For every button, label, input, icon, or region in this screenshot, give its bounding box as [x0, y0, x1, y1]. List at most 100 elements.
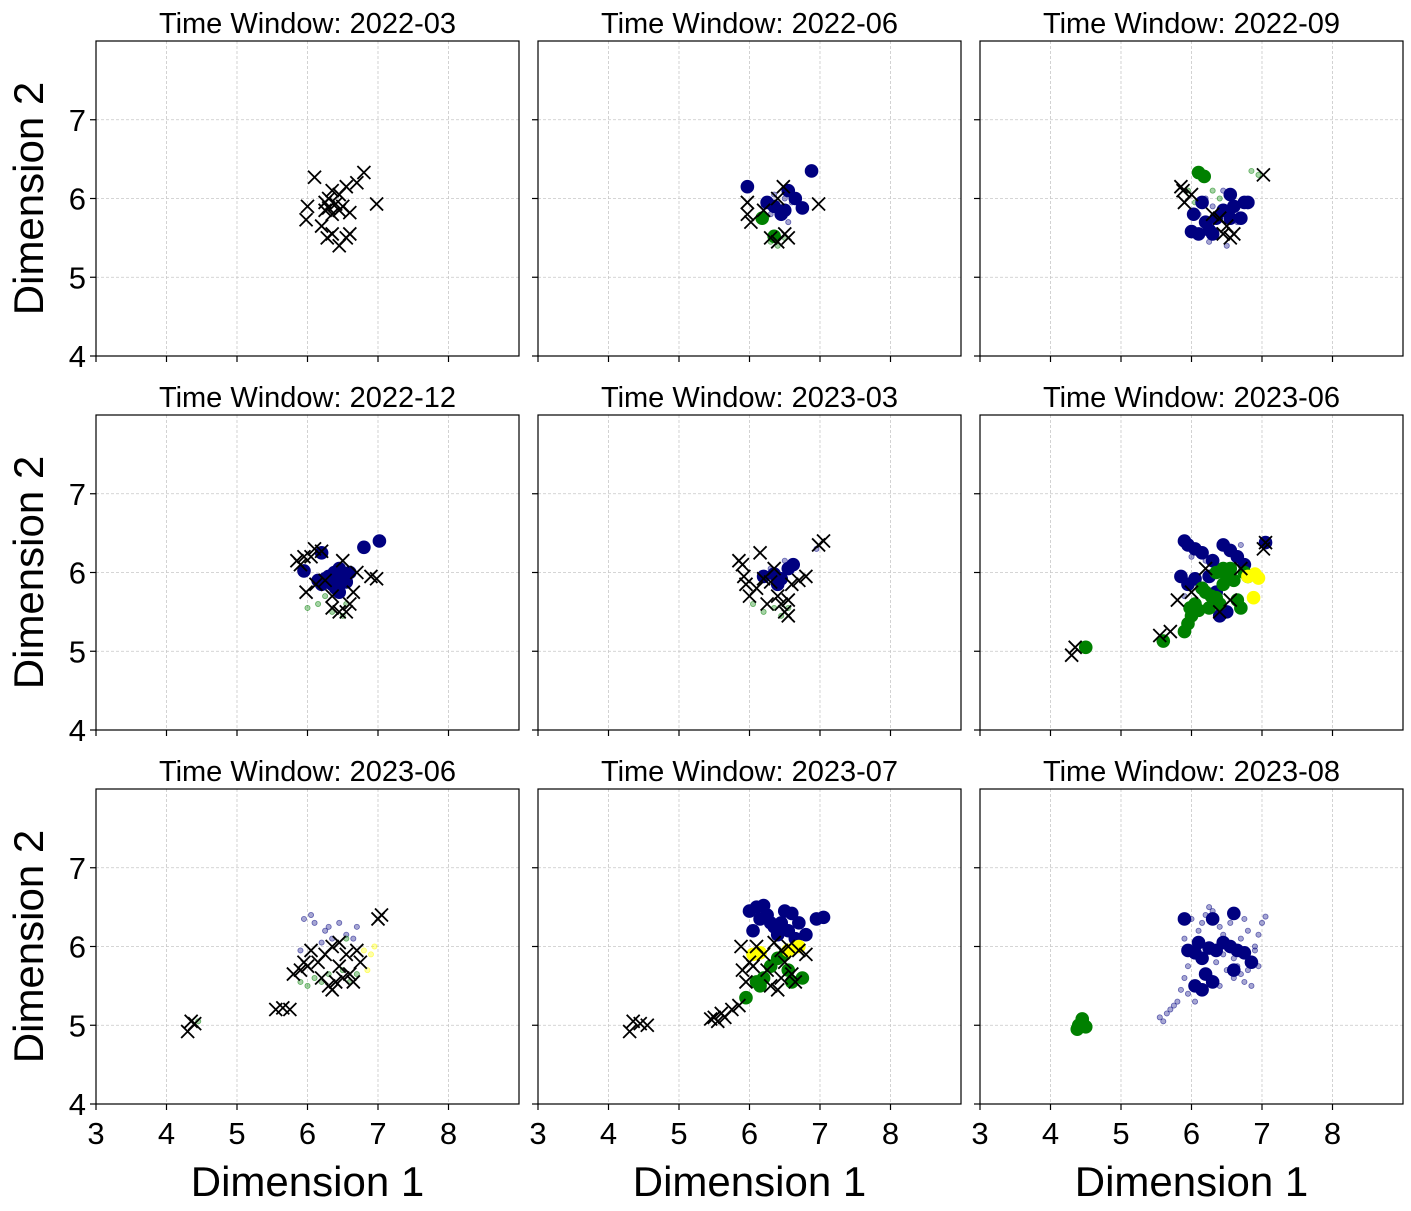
- data-point-small: [300, 915, 307, 922]
- data-point-small: [1244, 927, 1251, 934]
- data-point-large: [740, 179, 755, 194]
- data-point-cross: [325, 982, 340, 997]
- data-point-cross: [763, 978, 778, 994]
- data-point-cross: [298, 212, 314, 227]
- data-point-cross: [286, 966, 301, 982]
- data-point-cross: [325, 183, 340, 198]
- data-point-cross: [781, 592, 796, 608]
- data-point-cross: [1184, 585, 1199, 600]
- data-point-cross: [325, 600, 340, 616]
- data-point-large: [1195, 195, 1209, 210]
- data-point-small: [1241, 915, 1248, 922]
- x-axis-label: Dimension 1: [191, 1158, 424, 1205]
- data-point-large: [372, 534, 387, 548]
- data-point-cross: [300, 199, 315, 214]
- data-point-large: [786, 557, 801, 572]
- plot-area: [298, 165, 384, 253]
- data-point-small: [1177, 986, 1184, 993]
- data-point-small: [1181, 975, 1188, 982]
- data-point-cross: [1184, 187, 1199, 202]
- data-point-cross: [339, 947, 354, 962]
- data-point-large: [756, 569, 771, 584]
- data-point-large: [804, 164, 819, 178]
- data-point-small: [336, 919, 343, 926]
- panel-title: Time Window: 2023-07: [601, 756, 898, 788]
- data-point-cross: [317, 573, 333, 588]
- data-point-cross: [1173, 179, 1189, 194]
- plot-area: [1173, 165, 1271, 249]
- data-point-small: [315, 601, 322, 608]
- data-point-small: [750, 601, 757, 608]
- data-point-large: [357, 540, 371, 555]
- data-point-small: [1167, 1006, 1174, 1013]
- data-point-large: [1195, 546, 1209, 560]
- panel-9: 3 4 5 6 7 8 Dimension 1 Time Window: 2023-08: [971, 756, 1404, 1205]
- data-point-small: [1262, 913, 1269, 920]
- data-point-cross: [1175, 183, 1191, 198]
- data-point-large: [1237, 946, 1252, 960]
- data-point-cross: [293, 962, 308, 978]
- data-point-large: [1177, 912, 1192, 926]
- y-tick-label: 7: [69, 103, 86, 138]
- data-point-large: [1223, 211, 1238, 225]
- data-point-large: [792, 916, 806, 930]
- data-point-large: [788, 191, 803, 206]
- data-point-large: [1191, 935, 1206, 950]
- data-point-cross: [738, 974, 754, 990]
- x-tick-label: 5: [1112, 1116, 1129, 1151]
- data-point-cross: [1152, 628, 1167, 643]
- y-tick-label: 6: [69, 182, 86, 217]
- data-point-cross: [1219, 218, 1234, 234]
- data-point-cross: [335, 553, 350, 568]
- y-tick-label: 4: [69, 713, 86, 748]
- data-point-cross: [335, 970, 350, 986]
- data-point-small: [1199, 919, 1206, 926]
- data-point-small: [1206, 904, 1213, 911]
- data-point-large: [1191, 227, 1206, 241]
- data-point-cross: [1170, 592, 1185, 608]
- data-point-large: [1227, 906, 1241, 921]
- data-point-cross: [710, 1014, 725, 1029]
- data-point-cross: [736, 569, 751, 584]
- data-point-cross: [293, 557, 308, 572]
- data-point-cross: [349, 175, 364, 190]
- panel-title: Time Window: 2022-09: [1043, 8, 1340, 40]
- data-point-cross: [791, 573, 806, 588]
- data-point-small: [353, 923, 360, 930]
- x-axis-label: Dimension 1: [633, 1158, 866, 1205]
- data-point-cross: [1256, 167, 1271, 183]
- data-point-small: [1241, 978, 1248, 985]
- data-point-cross: [339, 179, 354, 194]
- data-point-large: [1223, 187, 1238, 202]
- data-point-large: [753, 946, 767, 960]
- data-point-large: [1186, 207, 1201, 222]
- x-tick-label: 6: [741, 1116, 758, 1151]
- data-point-small: [297, 947, 304, 954]
- data-point-large: [314, 546, 329, 560]
- y-tick-label: 7: [69, 851, 86, 886]
- data-point-cross: [325, 226, 340, 242]
- data-point-large: [816, 910, 831, 925]
- plot-area: [622, 898, 831, 1039]
- data-point-small: [325, 923, 332, 930]
- data-point-large: [1212, 609, 1227, 623]
- data-point-cross: [314, 544, 329, 559]
- data-point-cross: [622, 1024, 637, 1039]
- data-point-cross: [328, 974, 343, 990]
- y-tick-label: 5: [69, 260, 86, 295]
- data-point-cross: [374, 907, 389, 923]
- data-point-small: [1237, 935, 1244, 942]
- data-point-small: [1248, 982, 1255, 989]
- data-point-small: [371, 943, 378, 950]
- y-tick-label: 5: [69, 634, 86, 669]
- data-point-large: [332, 561, 347, 576]
- panels-layer: 4 5 6 7 Dimension 2 Time Window: 2022-03 Time …: [5, 8, 1404, 1205]
- data-point-small: [311, 919, 318, 926]
- data-point-cross: [776, 179, 791, 194]
- panel-1: 4 5 6 7 Dimension 2 Time Window: 2022-03: [5, 8, 520, 374]
- data-point-small: [308, 912, 315, 919]
- y-axis-label: Dimension 2: [5, 456, 52, 689]
- data-point-cross: [1163, 624, 1178, 639]
